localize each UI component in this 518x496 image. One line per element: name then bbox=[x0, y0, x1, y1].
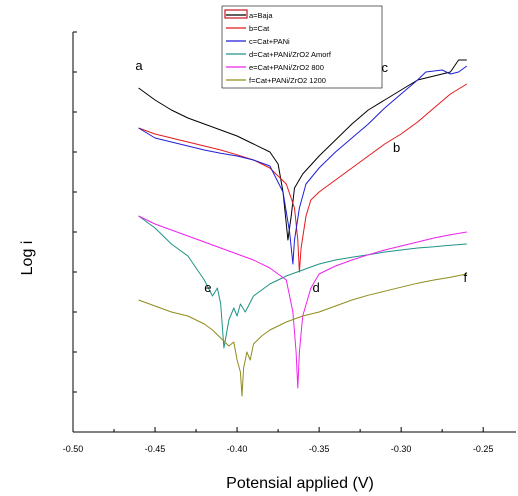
curve-label-e: e bbox=[204, 280, 211, 295]
legend-entry: d=Cat+PANi/ZrO2 Amorf bbox=[249, 50, 332, 59]
series-line-c bbox=[138, 65, 468, 265]
y-axis-title: Log i bbox=[19, 241, 36, 276]
x-tick-label: -0.35 bbox=[309, 444, 330, 454]
curve-label-c: c bbox=[381, 60, 388, 75]
legend-entry: a=Baja bbox=[249, 11, 273, 20]
curve-label-a: a bbox=[135, 58, 143, 73]
ticks-layer: -0.50 -0.45 -0.40 -0.35 -0.30 -0.25 bbox=[63, 31, 494, 454]
series-line-d bbox=[138, 215, 467, 349]
curve-label-b: b bbox=[393, 140, 400, 155]
x-tick-label: -0.45 bbox=[145, 444, 166, 454]
curve-label-f: f bbox=[463, 270, 467, 285]
x-tick-label: -0.30 bbox=[391, 444, 412, 454]
legend-box bbox=[221, 5, 383, 89]
legend-entry: f=Cat+PANi/ZrO2 1200 bbox=[249, 76, 326, 85]
legend: a=Baja b=Cat c=Cat+PANi d=Cat+PANi/ZrO2 Amo… bbox=[221, 5, 383, 89]
series-line-b bbox=[138, 83, 468, 273]
x-tick-label: -0.50 bbox=[63, 444, 84, 454]
axes bbox=[72, 32, 516, 433]
curve-label-d: d bbox=[313, 280, 320, 295]
legend-entry: c=Cat+PANi bbox=[249, 37, 290, 46]
series-line-f bbox=[138, 273, 467, 397]
legend-swatch-frame bbox=[224, 9, 248, 19]
x-tick-label: -0.25 bbox=[473, 444, 494, 454]
series-line-a bbox=[138, 59, 467, 241]
legend-entry: b=Cat bbox=[249, 24, 270, 33]
curve-labels: a b c d e f bbox=[135, 58, 467, 295]
x-axis-title: Potensial applied (V) bbox=[226, 475, 374, 492]
series-line-e bbox=[138, 215, 467, 389]
x-tick-label: -0.40 bbox=[227, 444, 248, 454]
legend-entry: e=Cat+PANi/ZrO2 800 bbox=[249, 63, 324, 72]
series-layer bbox=[138, 59, 468, 397]
